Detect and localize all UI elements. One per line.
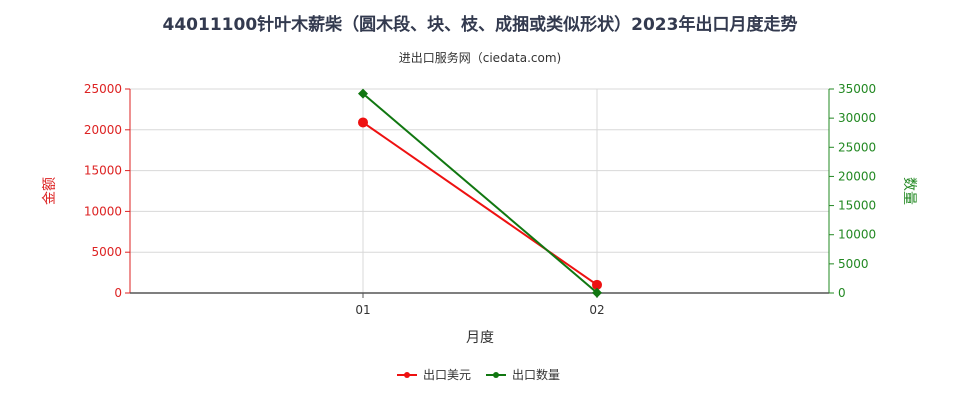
data-point bbox=[592, 287, 602, 298]
left-tick-label: 5000 bbox=[91, 245, 122, 259]
right-tick-label: 10000 bbox=[838, 228, 876, 242]
x-tick-label: 01 bbox=[355, 303, 370, 317]
right-tick-label: 20000 bbox=[838, 169, 876, 183]
x-axis-label: 月度 bbox=[466, 330, 494, 346]
right-tick-label: 15000 bbox=[838, 199, 876, 213]
y-axis-label-left: 金额 bbox=[42, 177, 58, 205]
legend-marker bbox=[404, 372, 410, 378]
left-tick-label: 20000 bbox=[84, 123, 122, 137]
grid-lines bbox=[130, 88, 829, 293]
left-axis-ticks: 0 5000 10000 15000 20000 25000 bbox=[84, 82, 130, 300]
x-axis-ticks: 01 02 bbox=[355, 293, 605, 317]
right-tick-label: 5000 bbox=[838, 257, 869, 271]
right-axis-ticks: 0 5000 10000 15000 20000 25000 30000 35000 bbox=[829, 82, 876, 300]
legend-label: 出口美元 bbox=[423, 368, 471, 382]
left-tick-label: 10000 bbox=[84, 204, 122, 218]
axes bbox=[129, 89, 830, 294]
y-axis-label-right: 数量 bbox=[901, 177, 917, 205]
series-line-2 bbox=[362, 92, 598, 294]
chart-title: 44011100针叶木薪柴（圆木段、块、枝、成捆或类似形状）2023年出口月度走… bbox=[163, 14, 798, 35]
data-point bbox=[358, 88, 368, 99]
data-point bbox=[358, 117, 368, 128]
right-tick-label: 0 bbox=[838, 286, 846, 300]
left-tick-label: 25000 bbox=[84, 82, 122, 96]
x-tick-label: 02 bbox=[589, 303, 604, 317]
series-layer bbox=[358, 88, 602, 298]
left-tick-label: 15000 bbox=[84, 164, 122, 178]
series-line-1 bbox=[362, 121, 598, 286]
right-tick-label: 30000 bbox=[838, 111, 876, 125]
right-tick-label: 25000 bbox=[838, 140, 876, 154]
legend: 出口美元 出口数量 bbox=[397, 367, 560, 382]
chart-subtitle: 进出口服务网（ciedata.com) bbox=[399, 50, 561, 65]
right-tick-label: 35000 bbox=[838, 82, 876, 96]
data-point bbox=[592, 279, 602, 290]
legend-marker bbox=[493, 372, 499, 378]
left-tick-label: 0 bbox=[114, 286, 122, 300]
legend-label: 出口数量 bbox=[512, 367, 560, 382]
